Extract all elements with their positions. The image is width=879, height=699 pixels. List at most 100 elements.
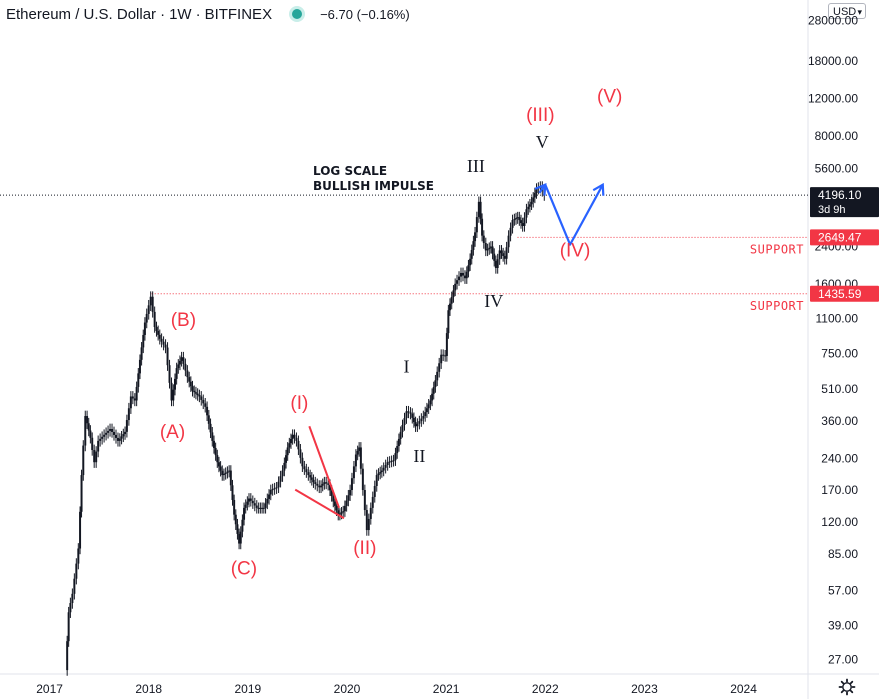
candle-body bbox=[343, 505, 346, 512]
candle-body bbox=[511, 220, 514, 228]
candle-body bbox=[200, 396, 203, 400]
candle-body bbox=[513, 219, 516, 221]
gear-icon[interactable] bbox=[838, 678, 856, 696]
candle-body bbox=[204, 403, 207, 407]
candle-body bbox=[502, 253, 505, 256]
candle-body bbox=[214, 447, 217, 456]
wave-label: (II) bbox=[353, 538, 376, 559]
candle-body bbox=[168, 365, 171, 383]
candle-body bbox=[234, 514, 237, 525]
candle-body bbox=[456, 280, 459, 284]
wave-label: (A) bbox=[160, 422, 185, 443]
candle-body bbox=[491, 246, 494, 254]
candle-body bbox=[527, 206, 530, 210]
candle-body bbox=[352, 466, 355, 479]
candle-body bbox=[333, 501, 336, 506]
candle-body bbox=[474, 232, 477, 242]
candle-body bbox=[484, 243, 487, 251]
candle-body bbox=[496, 259, 499, 268]
candle-body bbox=[255, 505, 258, 508]
candle-body bbox=[363, 490, 366, 511]
candle-body bbox=[463, 275, 466, 279]
candle-body bbox=[84, 416, 87, 446]
candle-body bbox=[116, 437, 119, 441]
candle-body bbox=[177, 364, 180, 369]
candle-body bbox=[373, 485, 376, 497]
candle-body bbox=[332, 495, 335, 502]
candle-body bbox=[528, 204, 531, 207]
candle-body bbox=[356, 450, 359, 455]
candle-body bbox=[145, 313, 148, 323]
candle-body bbox=[429, 400, 432, 405]
candle-body bbox=[66, 641, 69, 671]
candle-body bbox=[347, 495, 350, 501]
candle-body bbox=[477, 201, 480, 218]
candle-body bbox=[310, 477, 313, 480]
support-price-tag-bg bbox=[810, 285, 879, 302]
candle-body bbox=[251, 500, 254, 504]
candle-body bbox=[388, 461, 391, 463]
candle-body bbox=[460, 272, 463, 277]
candle-body bbox=[193, 390, 196, 393]
candle-body bbox=[82, 445, 85, 476]
candle-body bbox=[118, 438, 121, 441]
candle-body bbox=[259, 507, 262, 509]
candle-body bbox=[253, 503, 256, 506]
candle-body bbox=[277, 481, 280, 488]
candle-body bbox=[380, 470, 383, 473]
candle-body bbox=[498, 250, 501, 260]
interval-label[interactable]: 1W bbox=[169, 5, 192, 23]
candle-body bbox=[125, 420, 128, 432]
wave-label: V bbox=[536, 132, 549, 152]
y-tick-label: 5600.00 bbox=[815, 162, 859, 176]
candle-body bbox=[143, 322, 146, 335]
candle-body bbox=[189, 381, 192, 387]
candle-body bbox=[93, 449, 96, 463]
candle-body bbox=[503, 255, 506, 259]
wave-label: IV bbox=[484, 291, 503, 311]
candle-body bbox=[113, 431, 116, 435]
candle-body bbox=[175, 368, 178, 379]
candle-body bbox=[365, 510, 368, 531]
current-price-tag: 4196.10 bbox=[818, 188, 862, 202]
candle-body bbox=[461, 272, 464, 276]
candle-body bbox=[444, 355, 447, 357]
y-tick-label: 28000.00 bbox=[808, 14, 858, 28]
candle-body bbox=[151, 296, 154, 312]
candle-body bbox=[434, 380, 437, 388]
candle-body bbox=[447, 310, 450, 334]
candle-body bbox=[382, 467, 385, 471]
candle-body bbox=[340, 512, 343, 514]
candle-body bbox=[470, 249, 473, 259]
candle-body bbox=[486, 249, 489, 251]
exchange-label[interactable]: BITFINEX bbox=[204, 5, 273, 23]
candle-body bbox=[379, 472, 382, 474]
price-change: −6.70 (−0.16%) bbox=[320, 6, 410, 22]
candle-body bbox=[138, 359, 141, 374]
candle-body bbox=[261, 507, 264, 509]
candle-body bbox=[535, 188, 538, 194]
candle-body bbox=[342, 511, 345, 513]
candle-body bbox=[286, 447, 289, 456]
candle-body bbox=[436, 371, 439, 381]
currency-select[interactable]: USD bbox=[828, 3, 866, 20]
candle-body bbox=[196, 393, 199, 396]
projection-path bbox=[538, 183, 604, 246]
candle-body bbox=[231, 485, 234, 500]
candle-body bbox=[160, 338, 163, 342]
candle-body bbox=[318, 485, 321, 488]
candle-body bbox=[268, 494, 271, 499]
candles bbox=[66, 181, 546, 676]
candle-body bbox=[338, 513, 341, 515]
candle-body bbox=[191, 386, 194, 391]
x-tick-label: 2018 bbox=[135, 682, 162, 696]
candle-body bbox=[137, 373, 140, 387]
y-tick-label: 39.00 bbox=[828, 618, 858, 632]
candle-body bbox=[384, 464, 387, 468]
symbol-title[interactable]: Ethereum / U.S. Dollar bbox=[6, 5, 157, 23]
candle-body bbox=[401, 424, 404, 432]
triangle-upper-line bbox=[308, 425, 341, 509]
candle-body bbox=[249, 498, 252, 501]
current-price-tag-bg bbox=[810, 187, 879, 218]
